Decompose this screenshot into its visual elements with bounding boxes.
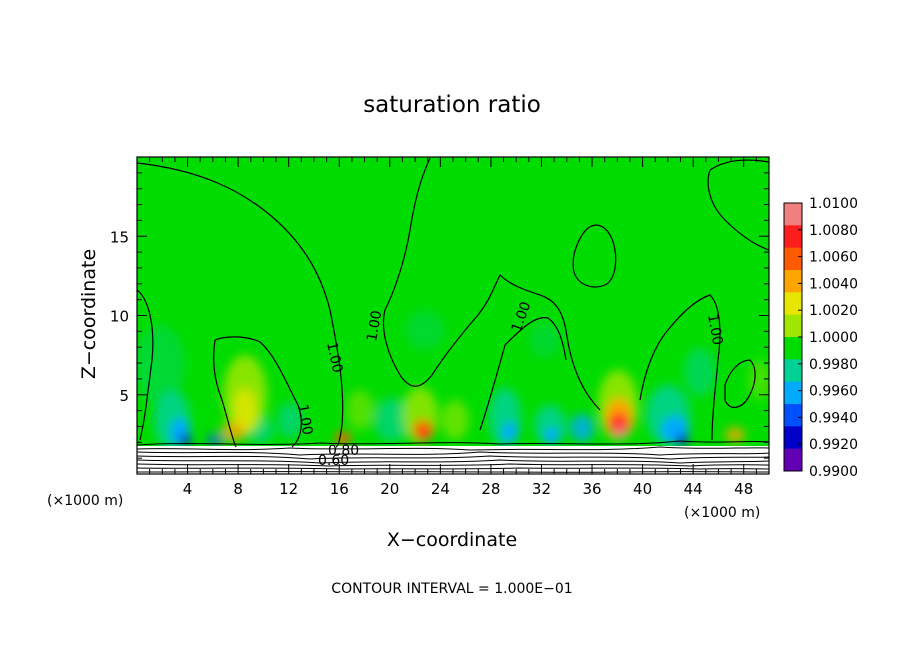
colorbar-swatch [784,314,802,338]
y-tick-label: 10 [110,308,129,326]
colorbar-swatch [784,404,802,427]
colorbar-swatch [784,292,802,316]
x-tick-label: 44 [684,480,703,498]
x-tick-label: 36 [582,480,601,498]
colorbar-swatch [784,225,802,249]
plot-area: 1.00 1.00 1.00 1.00 1.00 0.80 0.60 [137,157,769,474]
contour-label-1: 1.00 [323,341,345,375]
anomaly-blobs [137,310,769,450]
x-tick-label: 8 [233,480,243,498]
colorbar-label: 0.9900 [809,464,858,480]
y-axis: 5 10 15 [110,172,769,459]
colorbar-label: 0.9920 [809,437,858,453]
x-tick-label: 24 [431,480,450,498]
y-tick-label: 15 [110,228,129,246]
contour-label-3: 1.00 [364,309,385,342]
x-tick-label: 48 [734,480,753,498]
chart-title: saturation ratio [363,92,541,118]
x-tick-label: 4 [183,480,193,498]
colorbar-swatch [784,270,802,293]
colorbar-swatch [784,337,802,360]
colorbar-label: 1.0080 [809,223,858,239]
colorbar-label: 0.9960 [809,384,858,400]
x-tick-label: 32 [532,480,551,498]
contour-label-2: 1.00 [294,403,315,436]
colorbar-label: 1.0000 [809,330,858,346]
y-tick-label: 5 [119,387,129,405]
x-tick-label: 40 [633,480,652,498]
x-tick-label: 12 [279,480,298,498]
contour-lines [137,157,769,448]
x-unit-left: (×1000 m) [47,493,123,509]
colorbar-label: 0.9940 [809,410,858,426]
colorbar-label: 1.0060 [809,250,858,266]
contour-interval-note: CONTOUR INTERVAL = 1.000E−01 [331,581,572,597]
x-unit-right: (×1000 m) [684,505,760,521]
colorbar-swatch [784,203,802,226]
y-axis-title: Z−coordinate [78,249,100,379]
x-tick-label: 28 [481,480,500,498]
colorbar-swatch [784,359,802,383]
colorbar-label: 1.0100 [809,196,858,212]
colorbar-swatch [784,426,802,450]
colorbar-swatch [784,247,802,271]
colorbar-swatch [784,448,802,472]
x-axis-title: X−coordinate [387,529,517,551]
x-tick-label: 16 [330,480,349,498]
colorbar: 1.0100 1.0080 1.0060 1.0040 1.0020 1.0000 0.99… [783,196,858,480]
colorbar-label: 1.0020 [809,303,858,319]
contour-label-7: 0.60 [318,453,349,469]
contour-label-group: 1.00 1.00 1.00 1.00 1.00 0.80 0.60 [294,300,725,469]
x-tick-label: 20 [380,480,399,498]
contour-label-6: 0.80 [328,443,359,459]
contour-label-5: 1.00 [704,313,725,346]
colorbar-label: 0.9980 [809,357,858,373]
colorbar-swatch [784,381,802,405]
colorbar-label: 1.0040 [809,276,858,292]
x-axis: 4 8 12 16 20 24 28 32 36 40 44 48 [149,157,757,498]
